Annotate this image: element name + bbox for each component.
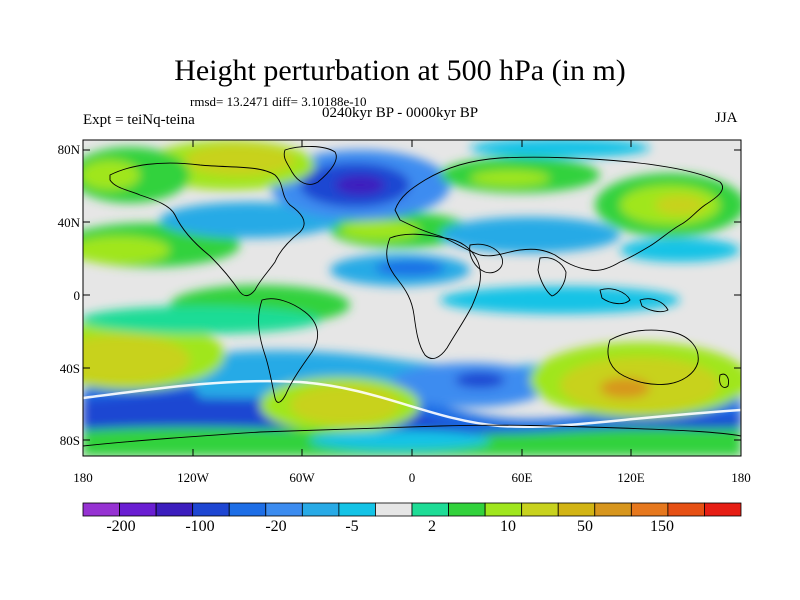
colorbar-swatch	[265, 502, 303, 517]
colorbar-label: 50	[577, 518, 593, 535]
lat-label-0: 0	[73, 288, 81, 303]
lat-ticks	[83, 149, 741, 441]
colorbar-swatch	[155, 502, 194, 517]
season-label: JJA	[715, 110, 738, 126]
lat-label-40n: 40N	[57, 215, 80, 230]
colorbar-swatch	[411, 502, 449, 517]
colorbar-swatch	[119, 502, 157, 517]
period-label: 0240kyr BP - 0000kyr BP	[322, 105, 479, 121]
colorbar-swatch	[228, 502, 267, 517]
colorbar-swatch	[704, 502, 742, 517]
experiment-label: Expt = teiNq-teina	[83, 112, 195, 128]
lon-label-60w: 60W	[289, 470, 315, 485]
lon-label-60e: 60E	[511, 470, 533, 485]
colorbar-swatch	[630, 502, 669, 517]
colorbar-label: 2	[428, 518, 436, 535]
colorbar	[82, 502, 742, 517]
colorbar-swatch	[557, 502, 596, 517]
colorbar-label: -200	[106, 518, 136, 535]
coastlines	[83, 146, 741, 447]
colorbar-swatch	[667, 502, 705, 517]
lon-ticks	[82, 140, 742, 456]
lon-label-180w: 180	[73, 470, 93, 485]
colorbar-swatch	[82, 502, 120, 517]
colorbar-swatch	[301, 502, 340, 517]
colorbar-swatch	[521, 502, 559, 517]
colorbar-swatch	[192, 502, 230, 517]
lat-label-80n: 80N	[57, 142, 80, 157]
colorbar-swatch	[375, 502, 413, 517]
colorbar-swatch	[594, 502, 632, 517]
contour-field	[83, 140, 741, 456]
stats-label: rmsd= 13.2471 diff= 3.10188e-10	[190, 94, 367, 109]
colorbar-label: 10	[500, 518, 516, 535]
lon-label-120w: 120W	[177, 470, 209, 485]
colorbar-label: -20	[265, 518, 287, 535]
colorbar-label: -100	[185, 518, 215, 535]
lon-label-180e: 180	[731, 470, 751, 485]
map-title: Height perturbation at 500 hPa (in m)	[174, 54, 626, 87]
colorbar-label: 150	[650, 518, 674, 535]
lon-label-0: 0	[408, 470, 416, 485]
colorbar-swatch	[338, 502, 376, 517]
colorbar-swatch	[448, 502, 486, 517]
lon-label-120e: 120E	[617, 470, 645, 485]
colorbar-swatch	[484, 502, 523, 517]
colorbar-label: -5	[345, 518, 359, 535]
lat-label-40s: 40S	[59, 361, 80, 376]
lat-label-80s: 80S	[59, 433, 80, 448]
